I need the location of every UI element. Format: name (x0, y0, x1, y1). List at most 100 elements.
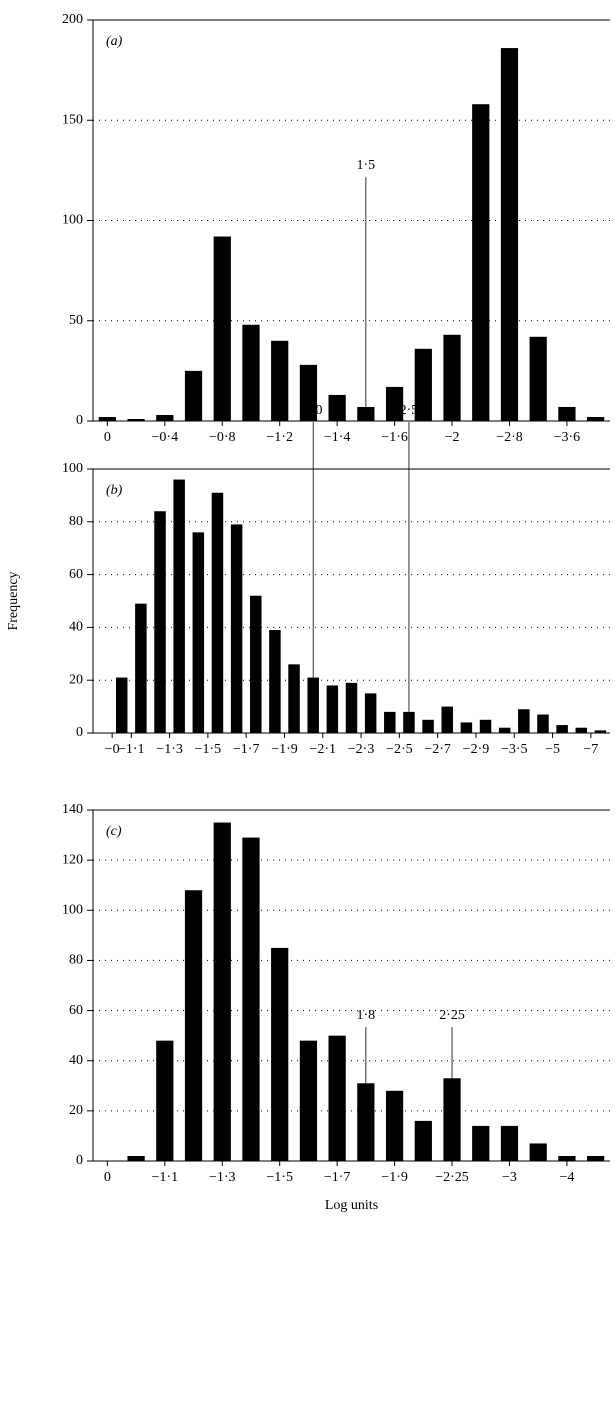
bar (242, 837, 260, 1161)
bar (558, 1155, 576, 1161)
y-tick-label: 100 (62, 903, 83, 918)
x-tick-label: −1·7 (233, 742, 260, 757)
bar (556, 725, 568, 733)
bar (127, 418, 145, 421)
bar (518, 709, 530, 733)
bar (326, 685, 339, 733)
y-tick-label: 0 (76, 725, 83, 740)
x-tick-label: −1·1 (118, 742, 145, 757)
bar (230, 524, 243, 733)
bar (156, 414, 174, 421)
x-tick-label: −2·5 (386, 742, 413, 757)
bar (156, 1040, 174, 1161)
bar (498, 727, 511, 733)
bar (414, 1120, 432, 1161)
x-tick-label: −2·3 (348, 742, 375, 757)
bar (422, 719, 434, 733)
bar (211, 492, 224, 733)
bar (271, 947, 289, 1161)
bar (213, 236, 231, 421)
y-tick-label: 150 (62, 112, 83, 127)
x-tick-label: −1·9 (381, 1170, 408, 1185)
y-tick-label: 20 (69, 672, 83, 687)
bar (594, 730, 607, 733)
x-tick-label: −1·5 (266, 1170, 293, 1185)
y-tick-label: 200 (62, 12, 83, 27)
bar (537, 714, 549, 733)
y-tick-label: 0 (76, 1153, 83, 1168)
x-tick-label: −1·2 (266, 430, 293, 445)
bar (529, 336, 547, 421)
x-tick-label: −0·4 (152, 430, 179, 445)
annotation: 1·8 (357, 1008, 376, 1023)
y-tick-label: 100 (62, 461, 83, 476)
y-tick-label: 100 (62, 213, 83, 228)
bar (587, 416, 605, 421)
bar (135, 603, 147, 733)
y-tick-label: 50 (69, 313, 83, 328)
bar (385, 1090, 404, 1161)
x-tick-label: −1·7 (324, 1170, 351, 1185)
bar (288, 664, 300, 733)
annotation: 2·5 (400, 403, 419, 418)
x-tick-label: −1·3 (209, 1170, 236, 1185)
bar (500, 48, 519, 421)
x-tick-label: −2 (445, 430, 460, 445)
bar (479, 719, 492, 733)
x-tick-label: −3·6 (554, 430, 581, 445)
panel-label: (a) (106, 34, 123, 49)
x-tick-label: −2·7 (424, 742, 451, 757)
bar (414, 348, 432, 421)
x-tick-label: −0·8 (209, 430, 236, 445)
x-tick-label: −2·25 (435, 1170, 469, 1185)
x-tick-label: −1·9 (271, 742, 298, 757)
bar (345, 682, 358, 733)
x-tick-label: −1·5 (195, 742, 222, 757)
bar (384, 711, 396, 733)
bar (299, 364, 318, 421)
bar (328, 394, 346, 421)
x-axis-label: Log units (325, 1198, 378, 1213)
x-tick-label: 0 (104, 1170, 111, 1185)
bar (173, 479, 185, 733)
x-tick-label: −1·1 (152, 1170, 179, 1185)
bar (472, 104, 490, 422)
x-tick-label: −3 (502, 1170, 517, 1185)
x-tick-label: 0 (104, 430, 111, 445)
bar (299, 1040, 318, 1161)
y-tick-label: 120 (62, 852, 83, 867)
bar (460, 722, 473, 733)
bar (558, 406, 576, 421)
bar (213, 822, 231, 1161)
bar (575, 727, 588, 733)
x-tick-label: −0 (105, 742, 120, 757)
bar (115, 677, 128, 733)
x-tick-label: −2·9 (463, 742, 490, 757)
bar (269, 630, 281, 733)
bar (385, 386, 404, 421)
y-tick-label: 60 (69, 1003, 83, 1018)
y-tick-label: 60 (69, 567, 83, 582)
x-tick-label: −2·8 (496, 430, 523, 445)
bar (472, 1125, 490, 1161)
bar (441, 706, 453, 733)
x-tick-label: −1·6 (381, 430, 408, 445)
y-tick-label: 40 (69, 1053, 83, 1068)
bar (154, 511, 166, 733)
bar (250, 595, 262, 733)
bar (403, 711, 415, 733)
bar (127, 1155, 145, 1161)
bar (443, 1078, 461, 1161)
bar (307, 677, 319, 733)
x-tick-label: −5 (545, 742, 560, 757)
x-tick-label: −2·1 (309, 742, 336, 757)
y-axis-label: Frequency (6, 571, 21, 630)
bar (357, 406, 375, 421)
bar (192, 532, 205, 733)
y-tick-label: 80 (69, 953, 83, 968)
y-tick-label: 80 (69, 514, 83, 529)
y-tick-label: 140 (62, 802, 83, 817)
bar (98, 416, 116, 421)
bar (242, 324, 260, 421)
